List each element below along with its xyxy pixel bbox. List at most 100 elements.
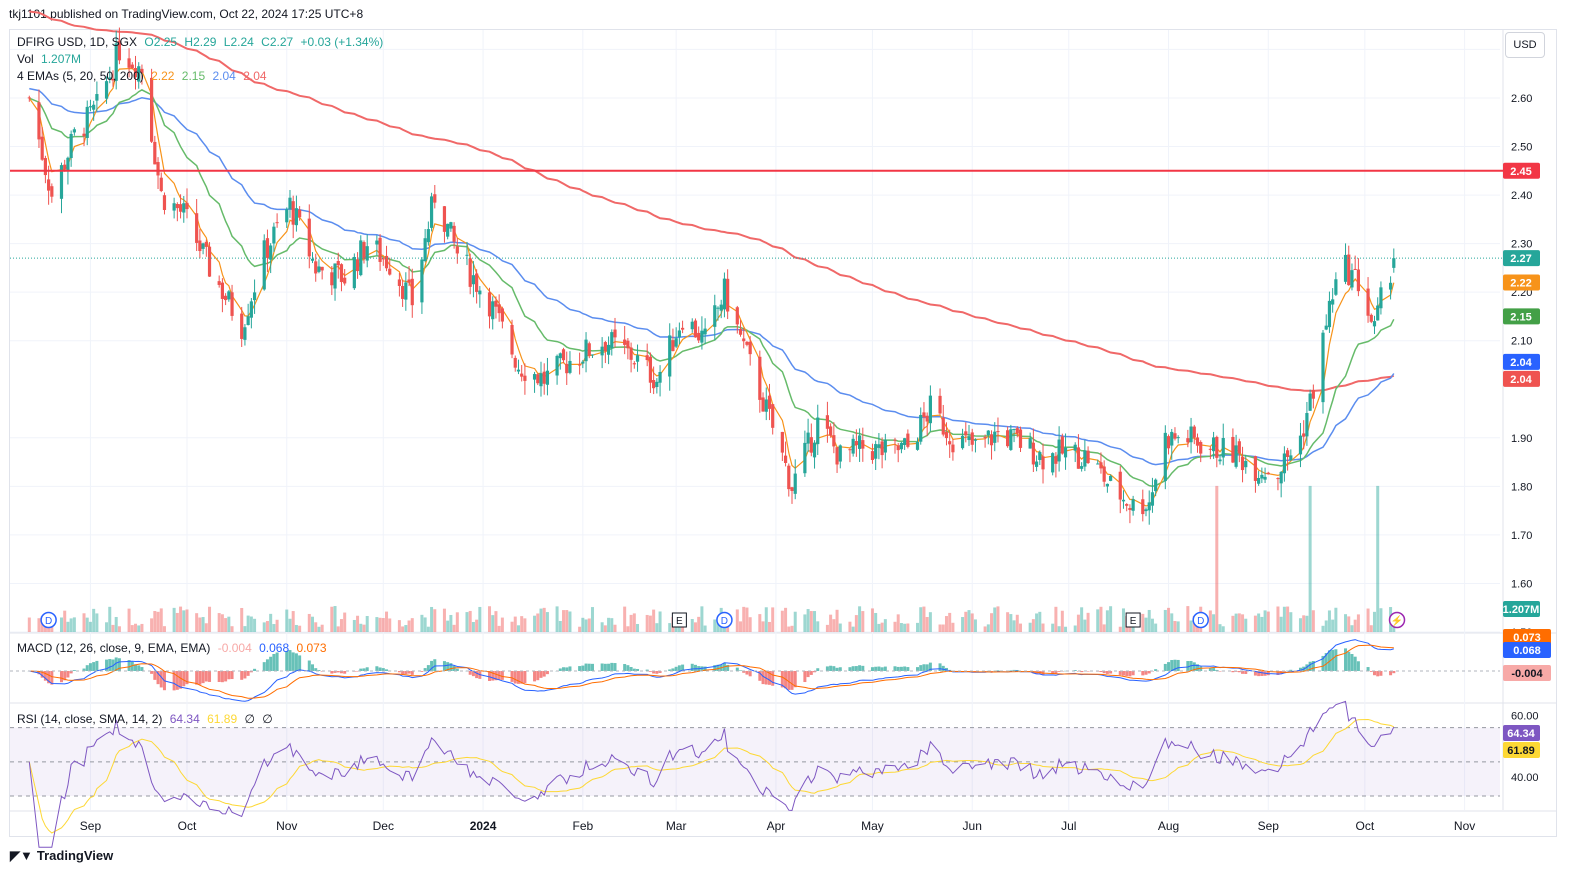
macd-histogram-bar: [471, 671, 475, 677]
macd-histogram-bar: [253, 668, 257, 671]
macd-histogram-bar: [1118, 671, 1122, 675]
volume-bar: [916, 622, 920, 632]
volume-bar: [401, 626, 405, 632]
candle-body: [455, 246, 459, 254]
volume-bar: [172, 607, 176, 632]
candle-body: [478, 290, 482, 295]
macd-histogram-bar: [475, 671, 479, 679]
macd-histogram-bar: [925, 664, 929, 671]
macd-histogram-bar: [246, 671, 250, 676]
volume-bar: [442, 608, 446, 632]
dividend-marker: [716, 611, 733, 629]
macd-histogram-bar: [632, 668, 636, 671]
candle-body: [468, 258, 472, 287]
macd-histogram-bar: [739, 670, 743, 671]
candle-body: [803, 442, 807, 474]
candle-body: [262, 240, 266, 290]
volume-bar: [700, 606, 704, 632]
macd-histogram-bar: [1144, 671, 1148, 675]
tradingview-logo[interactable]: ◤▼ TradingView: [10, 848, 113, 864]
candle-body: [429, 196, 434, 228]
price-label-text: 2.04: [1510, 374, 1532, 386]
macd-histogram-bar: [294, 653, 298, 671]
candle-body: [1244, 461, 1248, 468]
macd-histogram-bar: [1195, 664, 1199, 671]
macd-histogram-bar: [825, 666, 829, 671]
volume-bar: [1324, 620, 1328, 632]
macd-histogram-bar: [883, 666, 887, 671]
macd-histogram-bar: [1154, 669, 1158, 671]
macd-histogram-bar: [536, 671, 540, 681]
macd-histogram-bar: [269, 656, 273, 671]
candle-body: [973, 439, 978, 441]
candle-body: [442, 206, 447, 232]
candle-body: [658, 371, 662, 383]
volume-bar: [745, 607, 749, 632]
volume-bar: [488, 606, 492, 632]
volume-bar: [623, 606, 627, 632]
macd-histogram-bar: [88, 663, 92, 671]
symbol-label: DFIRG USD, 1D, SGX: [17, 35, 138, 49]
volume-bar: [92, 608, 96, 632]
macd-histogram-bar: [745, 671, 749, 675]
candle-body: [545, 370, 550, 385]
candle-body: [1257, 477, 1261, 484]
candle-body: [906, 433, 910, 447]
brand-name: TradingView: [36, 848, 114, 863]
macd-histogram-bar: [40, 671, 44, 678]
macd-histogram-bar: [285, 651, 289, 671]
candle-body: [848, 449, 852, 451]
volume-bar: [1041, 623, 1045, 632]
volume-bar: [224, 618, 228, 632]
macd-histogram-bar: [1350, 654, 1354, 671]
volume-bar: [832, 619, 836, 632]
macd-histogram-bar: [446, 662, 450, 671]
macd-histogram-bar: [1121, 671, 1125, 676]
macd-histogram-bar: [1366, 667, 1370, 671]
price-axis-tick: 1.80: [1511, 481, 1532, 493]
candle-body: [1266, 472, 1270, 475]
volume-bar: [1241, 614, 1245, 632]
volume-bar: [1286, 606, 1290, 632]
candle-body: [835, 447, 839, 465]
currency-button[interactable]: USD: [1505, 32, 1545, 58]
macd-histogram-bar: [262, 662, 266, 671]
candle-body: [742, 338, 746, 342]
macd-histogram-bar: [288, 650, 292, 671]
candle-body: [240, 313, 244, 339]
price-axis-tick: 2.60: [1511, 93, 1532, 105]
volume-bar: [1266, 611, 1270, 632]
candle-body: [1376, 305, 1380, 321]
candle-body: [156, 162, 160, 176]
volume-bar: [652, 609, 656, 632]
volume-bar: [1144, 617, 1148, 632]
candle-body: [738, 328, 743, 335]
macd-histogram-bar: [220, 671, 224, 683]
volume-bar: [587, 618, 591, 632]
candle-body: [996, 431, 1000, 433]
macd-histogram-bar: [130, 661, 134, 671]
macd-histogram-bar: [150, 671, 154, 674]
candle-body: [745, 341, 749, 345]
macd-histogram-bar: [1289, 669, 1293, 671]
candle-body: [578, 364, 582, 366]
macd-histogram-bar: [311, 664, 315, 671]
volume-bar: [333, 606, 337, 632]
volume-bar: [1167, 607, 1171, 632]
macd-histogram-bar: [407, 671, 411, 674]
volume-bar: [204, 623, 208, 632]
candle-body: [697, 332, 701, 341]
price-axis-tick: 1.70: [1511, 530, 1532, 542]
candle-body: [857, 435, 862, 449]
macd-histogram-bar: [378, 667, 382, 671]
macd-histogram-bar: [581, 665, 585, 671]
volume-bar: [1170, 613, 1174, 632]
macd-histogram-bar: [401, 671, 405, 675]
volume-bar: [1105, 610, 1109, 632]
macd-histogram-bar: [906, 667, 910, 671]
macd-histogram-bar: [1327, 650, 1331, 671]
volume-bar: [105, 622, 109, 632]
volume-bar: [272, 624, 276, 632]
rsi-axis-tag: [1503, 742, 1540, 758]
